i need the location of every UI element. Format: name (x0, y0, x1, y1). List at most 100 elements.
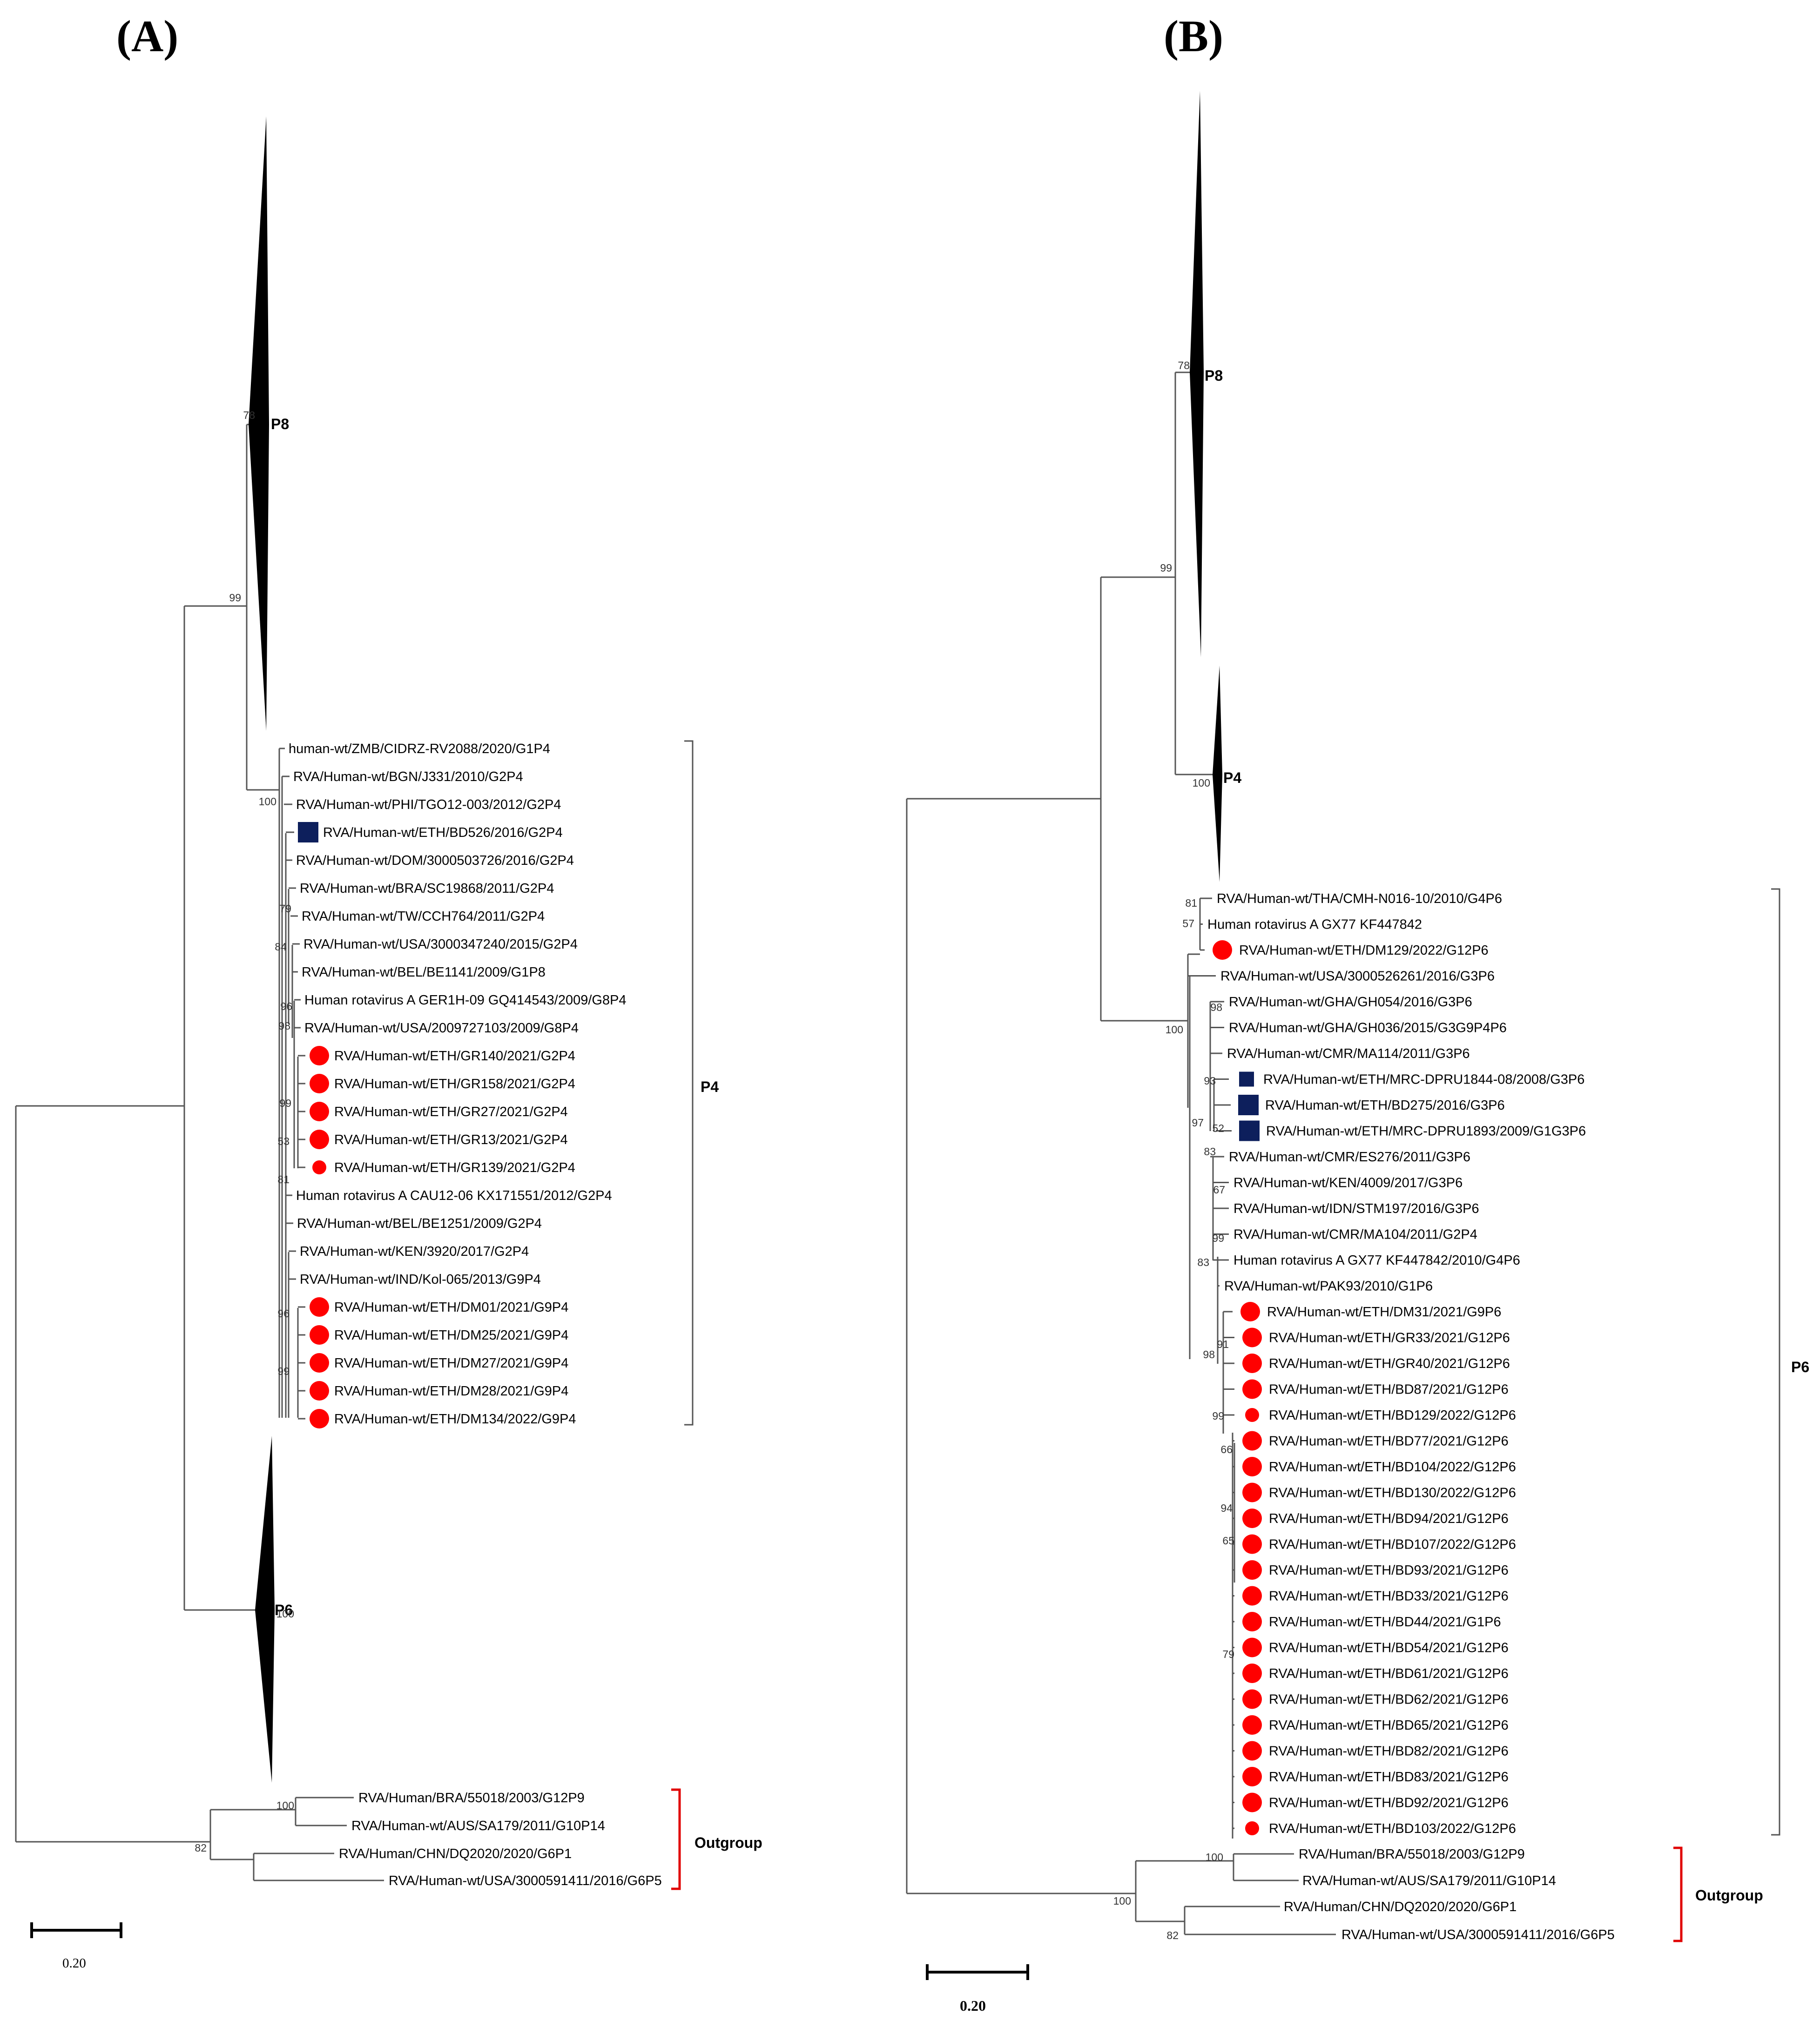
p8-clade-label: P8 (271, 416, 289, 432)
taxon-label: RVA/Human-wt/CMR/MA104/2011/G2P4 (1234, 1227, 1477, 1242)
bootstrap-value: 57 (1182, 917, 1194, 930)
bootstrap-value: 97 (1192, 1117, 1204, 1129)
taxon-label: RVA/Human-wt/ETH/BD129/2022/G12P6 (1269, 1408, 1516, 1423)
tree-a-outgroup-branches (209, 1797, 384, 1881)
bootstrap-value: 100 (276, 1608, 294, 1620)
bootstrap-value: 83 (1197, 1256, 1209, 1268)
bootstrap-value: 94 (1220, 1502, 1233, 1514)
red-circle-marker (310, 1102, 329, 1121)
bootstrap-value: 66 (1220, 1443, 1233, 1455)
bootstrap-value: 100 (1166, 1024, 1183, 1036)
taxon-label: RVA/Human-wt/ETH/MRC-DPRU1844-08/2008/G3… (1263, 1072, 1584, 1087)
bootstrap-value: 100 (276, 1799, 294, 1812)
p6-collapsed-clade (255, 1436, 275, 1783)
taxon-label: RVA/Human-wt/ETH/BD275/2016/G3P6 (1265, 1098, 1505, 1113)
red-circle-marker (1242, 1560, 1262, 1580)
taxon-label: RVA/Human-wt/GHA/GH036/2015/G3G9P4P6 (1229, 1021, 1507, 1036)
red-circle-marker (1242, 1612, 1262, 1631)
red-circle-marker (1242, 1792, 1262, 1812)
panel-a-label: (A) (116, 11, 178, 61)
bootstrap-value: 84 (275, 941, 287, 953)
outgroup-taxon-label: RVA/Human-wt/USA/3000591411/2016/G6P5 (1341, 1927, 1615, 1942)
red-circle-marker (1240, 1302, 1260, 1321)
taxon-label: RVA/Human-wt/ETH/DM129/2022/G12P6 (1239, 943, 1489, 958)
taxon-label: RVA/Human-wt/BEL/BE1141/2009/G1P8 (302, 965, 546, 980)
taxon-label: RVA/Human-wt/ETH/BD130/2022/G12P6 (1269, 1486, 1516, 1501)
bootstrap-value: 93 (1204, 1075, 1216, 1087)
red-circle-marker (310, 1297, 329, 1317)
red-circle-marker (1242, 1664, 1262, 1683)
taxon-label: RVA/Human-wt/USA/2009727103/2009/G8P4 (304, 1021, 579, 1036)
bootstrap-value: 99 (229, 592, 241, 604)
red-circle-marker (310, 1130, 329, 1149)
taxon-label: RVA/Human-wt/ETH/BD104/2022/G12P6 (1269, 1460, 1516, 1475)
outgroup-taxon-label: RVA/Human/CHN/DQ2020/2020/G6P1 (339, 1846, 572, 1861)
bootstrap-value: 81 (1185, 897, 1197, 909)
scale-bar-a (30, 1922, 122, 1938)
red-circle-marker (1242, 1509, 1262, 1528)
panel-b-label: (B) (1164, 11, 1223, 61)
bootstrap-value: 98 (1203, 1348, 1215, 1361)
taxon-label: RVA/Human-wt/ETH/GR27/2021/G2P4 (334, 1105, 568, 1119)
outgroup-bracket-a (671, 1788, 681, 1890)
taxon-label: RVA/Human-wt/ETH/BD93/2021/G12P6 (1269, 1563, 1509, 1578)
red-circle-marker (312, 1160, 326, 1174)
p8-clade-label-b: P8 (1205, 367, 1223, 384)
taxon-label: RVA/Human-wt/KEN/4009/2017/G3P6 (1234, 1176, 1463, 1191)
red-circle-marker (1242, 1482, 1262, 1502)
red-circle-marker (310, 1074, 329, 1093)
bootstrap-value: 100 (259, 795, 276, 808)
p8-collapsed-clade (249, 116, 269, 731)
bootstrap-value: 100 (1193, 777, 1210, 789)
red-circle-marker (310, 1325, 329, 1345)
outgroup-taxon-label: RVA/Human-wt/USA/3000591411/2016/G6P5 (389, 1873, 662, 1888)
taxon-label: RVA/Human-wt/ETH/GR140/2021/G2P4 (334, 1049, 575, 1064)
taxon-label: RVA/Human-wt/ETH/BD526/2016/G2P4 (323, 825, 563, 840)
taxon-label: RVA/Human-wt/ETH/DM01/2021/G9P4 (334, 1300, 568, 1315)
taxon-label: RVA/Human-wt/ETH/DM31/2021/G9P6 (1267, 1305, 1501, 1320)
bootstrap-value: 78 (243, 409, 255, 421)
taxon-label: RVA/Human-wt/KEN/3920/2017/G2P4 (300, 1244, 529, 1259)
taxon-label: RVA/Human-wt/ETH/MRC-DPRU1893/2009/G1G3P… (1266, 1124, 1586, 1139)
red-circle-marker (310, 1381, 329, 1401)
taxon-label: RVA/Human-wt/BGN/J331/2010/G2P4 (293, 769, 523, 784)
taxon-label: RVA/Human-wt/ETH/BD103/2022/G12P6 (1269, 1821, 1516, 1836)
tree-a-p4-branches: human-wt/ZMB/CIDRZ-RV2088/2020/G1P4 RVA/H… (279, 741, 627, 1428)
taxon-label: RVA/Human-wt/ETH/GR33/2021/G12P6 (1269, 1331, 1510, 1346)
red-circle-marker (1242, 1379, 1262, 1399)
p6-bracket-b (1771, 888, 1780, 1836)
red-circle-marker (1242, 1354, 1262, 1373)
taxon-label: RVA/Human-wt/DOM/3000503726/2016/G2P4 (296, 853, 574, 868)
bootstrap-value: 67 (1213, 1184, 1225, 1196)
scale-bar-b (926, 1964, 1029, 1980)
taxon-label: RVA/Human-wt/ETH/BD87/2021/G12P6 (1269, 1382, 1509, 1397)
taxon-label: RVA/Human-wt/USA/3000526261/2016/G3P6 (1220, 969, 1495, 984)
bootstrap-value: 96 (280, 1000, 292, 1012)
red-circle-marker (1242, 1637, 1262, 1657)
red-circle-marker (310, 1046, 329, 1065)
bootstrap-value: 98 (278, 1020, 290, 1032)
bootstrap-value: 100 (1206, 1851, 1223, 1863)
taxon-label: RVA/Human-wt/CMR/ES276/2011/G3P6 (1229, 1150, 1470, 1165)
red-circle-marker (1242, 1715, 1262, 1735)
taxon-label: RVA/Human-wt/ETH/BD61/2021/G12P6 (1269, 1666, 1509, 1681)
taxon-label: RVA/Human-wt/ETH/DM28/2021/G9P4 (334, 1384, 568, 1399)
bootstrap-value: 82 (195, 1842, 207, 1854)
taxon-label: RVA/Human-wt/ETH/GR40/2021/G12P6 (1269, 1356, 1510, 1371)
bootstrap-value: 81 (277, 1173, 290, 1186)
red-circle-marker (1242, 1457, 1262, 1476)
bootstrap-value: 99 (277, 1365, 290, 1377)
taxon-label: RVA/Human-wt/PHI/TGO12-003/2012/G2P4 (296, 797, 561, 812)
red-circle-marker (1245, 1408, 1259, 1422)
tree-a-outgroup-taxa: RVA/Human/BRA/55018/2003/G12P9 RVA/Human-… (339, 1791, 662, 1888)
taxon-label: Human rotavirus A CAU12-06 KX171551/2012… (296, 1188, 612, 1203)
taxon-label: RVA/Human-wt/BRA/SC19868/2011/G2P4 (300, 881, 554, 896)
taxon-label: RVA/Human-wt/ETH/BD65/2021/G12P6 (1269, 1718, 1509, 1733)
red-circle-marker (1242, 1327, 1262, 1347)
bootstrap-values-a: 78 99 100 79 84 96 98 99 53 81 96 99 100 100 82 (195, 409, 294, 1854)
p4-clade-label: P4 (701, 1078, 719, 1095)
tree-a-backbone (15, 424, 280, 1843)
taxon-label: RVA/Human-wt/ETH/BD82/2021/G12P6 (1269, 1744, 1509, 1759)
